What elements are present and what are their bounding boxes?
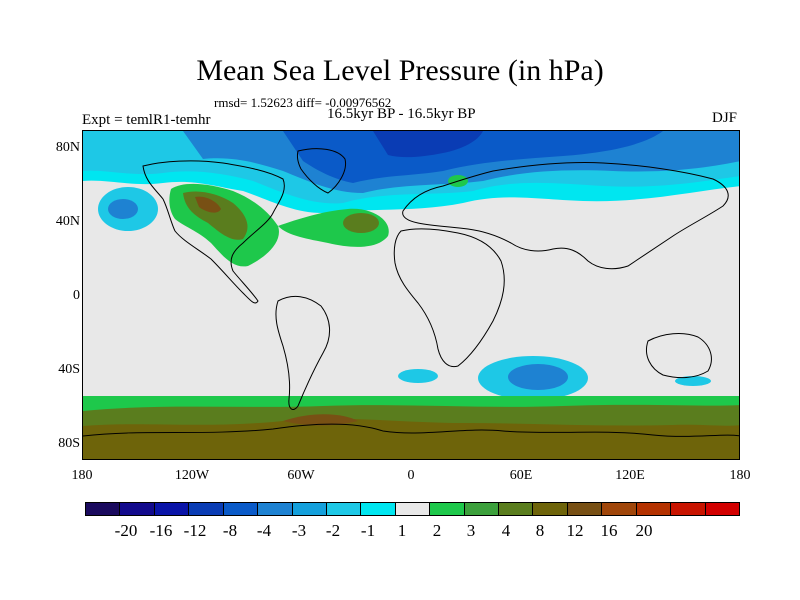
colorbar-swatch — [86, 503, 121, 515]
colorbar-tick-label: -3 — [291, 521, 307, 540]
colorbar-swatch — [120, 503, 155, 515]
lon-tick-label: 60E — [509, 468, 533, 483]
pacific-low-core — [108, 199, 138, 219]
colorbar-swatch — [671, 503, 706, 515]
coastline-africa — [393, 228, 505, 368]
antarctica-peak — [283, 414, 358, 426]
experiment-label: Expt = temlR1-temhr — [82, 112, 211, 128]
colorbar-tick-label: 16 — [600, 521, 618, 540]
colorbar-swatch — [602, 503, 637, 515]
coastline-north-america — [142, 160, 285, 304]
colorbar-swatch — [636, 503, 672, 515]
lon-tick-label: 0 — [407, 468, 415, 483]
colorbar-tick-label: 1 — [397, 521, 407, 540]
antarctica-band — [83, 418, 739, 459]
plot-title: Mean Sea Level Pressure (in hPa) — [196, 54, 604, 87]
colorbar-swatch — [533, 503, 568, 515]
dark-blue-region-north — [283, 131, 663, 183]
colorbar-tick-label: -8 — [222, 521, 238, 540]
atlantic-high-core — [343, 213, 379, 233]
lon-tick-label: 60W — [287, 468, 315, 483]
colorbar-tick-label: -2 — [325, 521, 341, 540]
colorbar — [85, 502, 740, 516]
colorbar-swatch — [395, 503, 431, 515]
coastline-australia — [646, 333, 712, 379]
colorbar-tick-label: 4 — [501, 521, 511, 540]
colorbar-tick-label: -1 — [360, 521, 376, 540]
lat-tick-label: 80N — [55, 140, 80, 155]
colorbar-swatch — [361, 503, 396, 515]
coastline-eurasia — [402, 162, 729, 270]
colorbar-swatch — [499, 503, 534, 515]
deep-blue-region-north — [373, 131, 483, 158]
coastlines — [83, 148, 739, 437]
colorbar-swatch — [430, 503, 465, 515]
map-panel — [82, 130, 740, 460]
time-period: 16.5kyr BP - 16.5kyr BP — [327, 106, 476, 122]
lat-tick-label: 40N — [55, 214, 80, 229]
colorbar-swatch — [567, 503, 603, 515]
north-america-high-peak — [195, 196, 221, 213]
lon-tick-label: 180 — [71, 468, 93, 483]
lat-tick-label: 40S — [58, 362, 80, 377]
colorbar-tick-label: -4 — [256, 521, 272, 540]
colorbar-swatch — [464, 503, 500, 515]
pressure-field-map — [83, 131, 739, 459]
colorbar-tick-label: 2 — [432, 521, 442, 540]
south-pacific-low — [675, 376, 711, 386]
lon-tick-label: 180 — [729, 468, 751, 483]
colorbar-swatch — [154, 503, 190, 515]
colorbar-swatch — [258, 503, 293, 515]
lat-tick-label: 80S — [58, 436, 80, 451]
colorbar-tick-label: 3 — [466, 521, 476, 540]
rmsd-diff-stats: rmsd= 1.52623 diff= -0.00976562 — [214, 95, 392, 110]
colorbar-tick-label: -16 — [149, 521, 173, 540]
colorbar-swatch — [326, 503, 362, 515]
colorbar-swatch — [223, 503, 259, 515]
south-atlantic-low — [398, 369, 438, 383]
coastline-greenland — [296, 148, 347, 194]
coastline-south-america — [275, 295, 330, 410]
colorbar-tick-label: 8 — [535, 521, 545, 540]
colorbar-tick-label: 12 — [566, 521, 584, 540]
colorbar-swatch — [292, 503, 327, 515]
season-label: DJF — [712, 110, 738, 126]
lon-tick-label: 120W — [174, 468, 210, 483]
colorbar-swatch — [705, 503, 740, 515]
colorbar-tick-label: -12 — [183, 521, 207, 540]
indian-ocean-low-core — [508, 364, 568, 390]
colorbar-swatch — [189, 503, 224, 515]
coastline-antarctica — [83, 423, 739, 437]
colorbar-tick-label: -20 — [114, 521, 138, 540]
lon-tick-label: 120E — [615, 468, 645, 483]
lat-tick-label: 0 — [73, 288, 80, 303]
colorbar-tick-label: 20 — [635, 521, 653, 540]
